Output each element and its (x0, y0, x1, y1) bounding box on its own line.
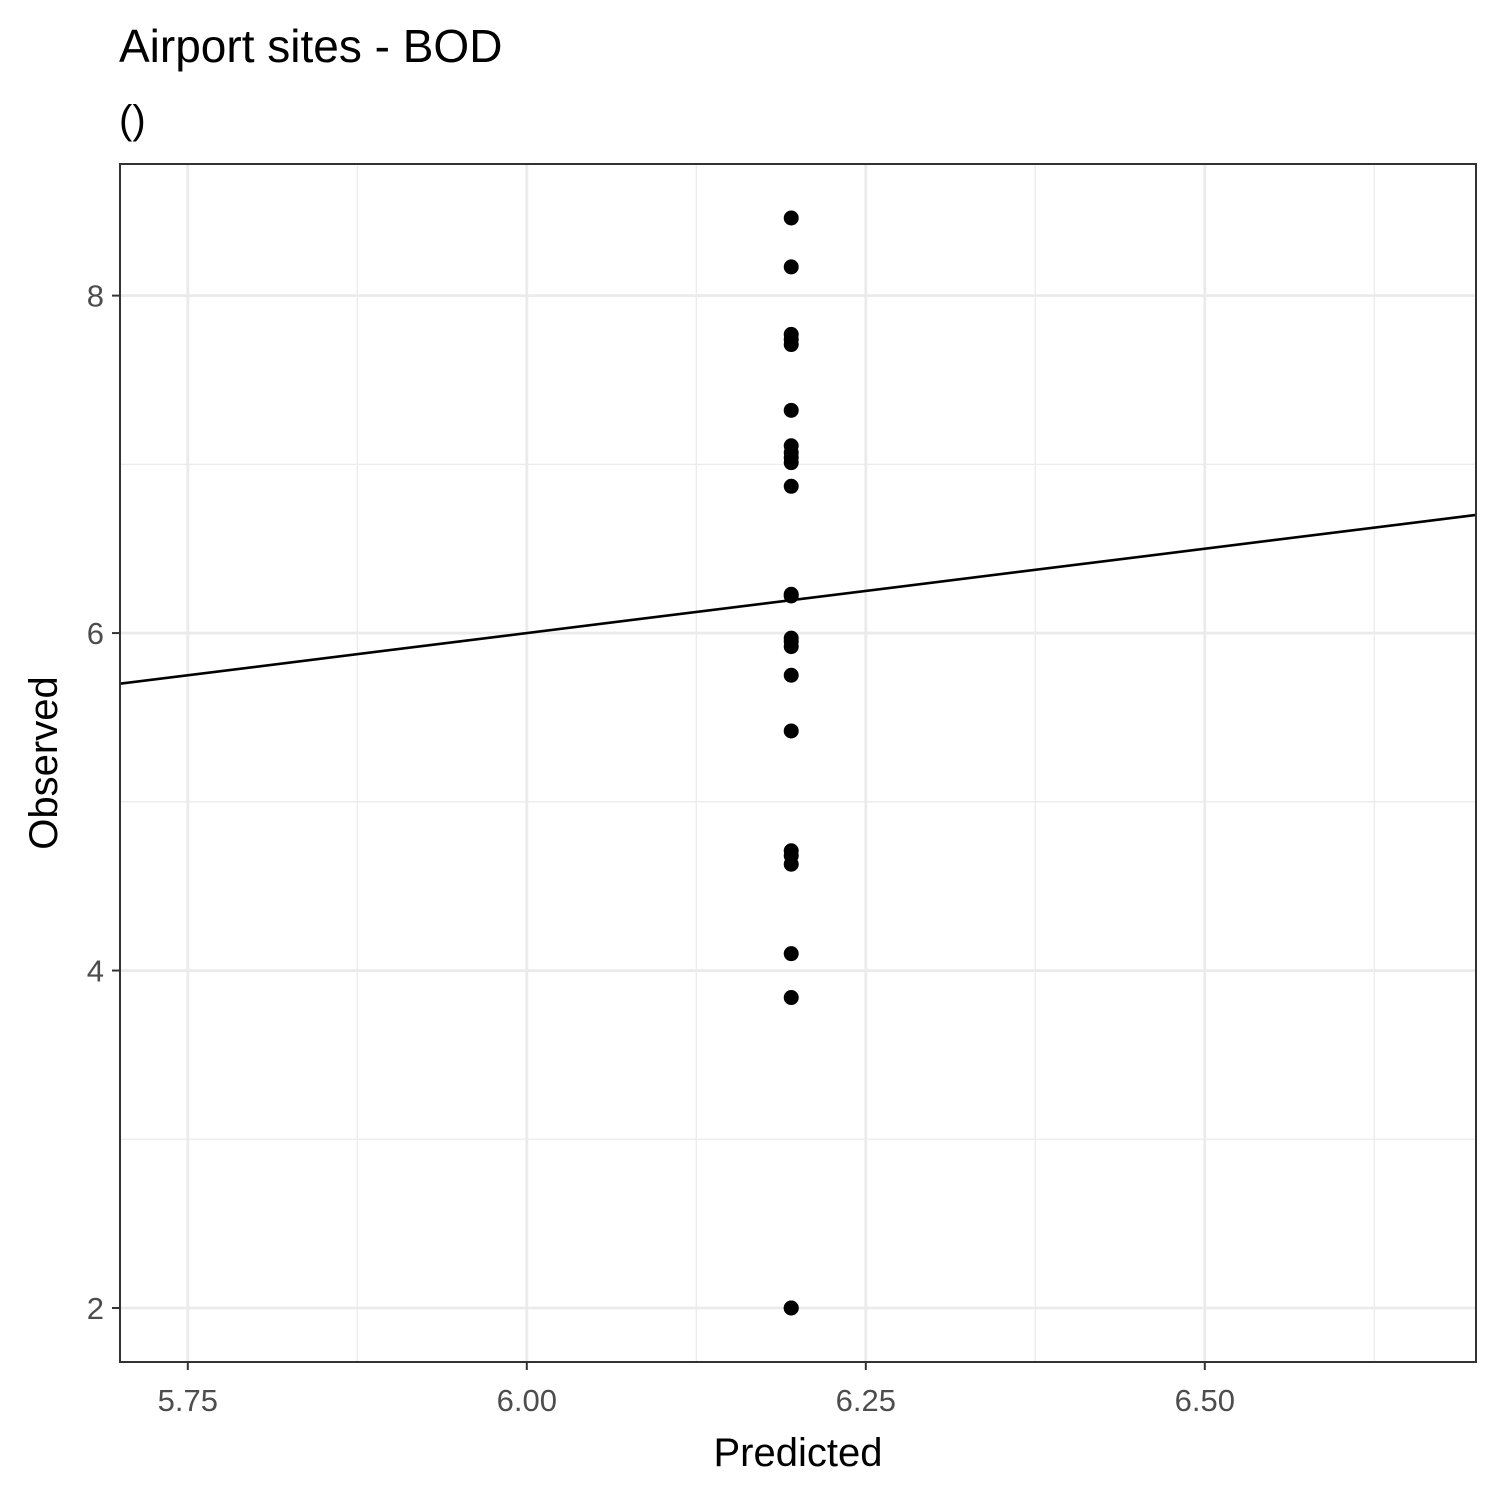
panel-background (120, 164, 1476, 1362)
x-tick-label: 6.25 (836, 1383, 896, 1418)
data-point (783, 639, 799, 655)
data-point (783, 210, 799, 226)
x-axis-title: Predicted (714, 1431, 883, 1475)
data-point (783, 856, 799, 872)
y-axis: 2 4 6 8 (87, 279, 120, 1326)
chart-subtitle: () (119, 98, 146, 142)
x-tick-label: 6.50 (1175, 1383, 1235, 1418)
data-point (783, 1300, 799, 1316)
data-point (783, 259, 799, 275)
x-tick-label: 6.00 (497, 1383, 557, 1418)
panel-border (119, 163, 1477, 1363)
x-axis: 5.75 6.00 6.25 6.50 (158, 1362, 1235, 1418)
y-axis-title: Observed (22, 676, 66, 849)
y-tick-label: 4 (87, 954, 104, 989)
data-point (783, 667, 799, 683)
plot-panel (119, 163, 1477, 1363)
data-points (783, 210, 799, 1316)
data-point (783, 478, 799, 494)
chart-title: Airport sites - BOD (119, 20, 502, 72)
data-point (783, 723, 799, 739)
y-tick-label: 2 (87, 1291, 104, 1326)
data-point (783, 455, 799, 471)
data-point (783, 337, 799, 353)
reference-line (119, 513, 1477, 685)
y-tick-label: 6 (87, 616, 104, 651)
data-point (783, 946, 799, 962)
x-tick-label: 5.75 (158, 1383, 218, 1418)
data-point (783, 990, 799, 1006)
reference-line-layer (119, 513, 1477, 685)
data-point (783, 402, 799, 418)
y-tick-label: 8 (87, 279, 104, 314)
data-point (783, 588, 799, 604)
